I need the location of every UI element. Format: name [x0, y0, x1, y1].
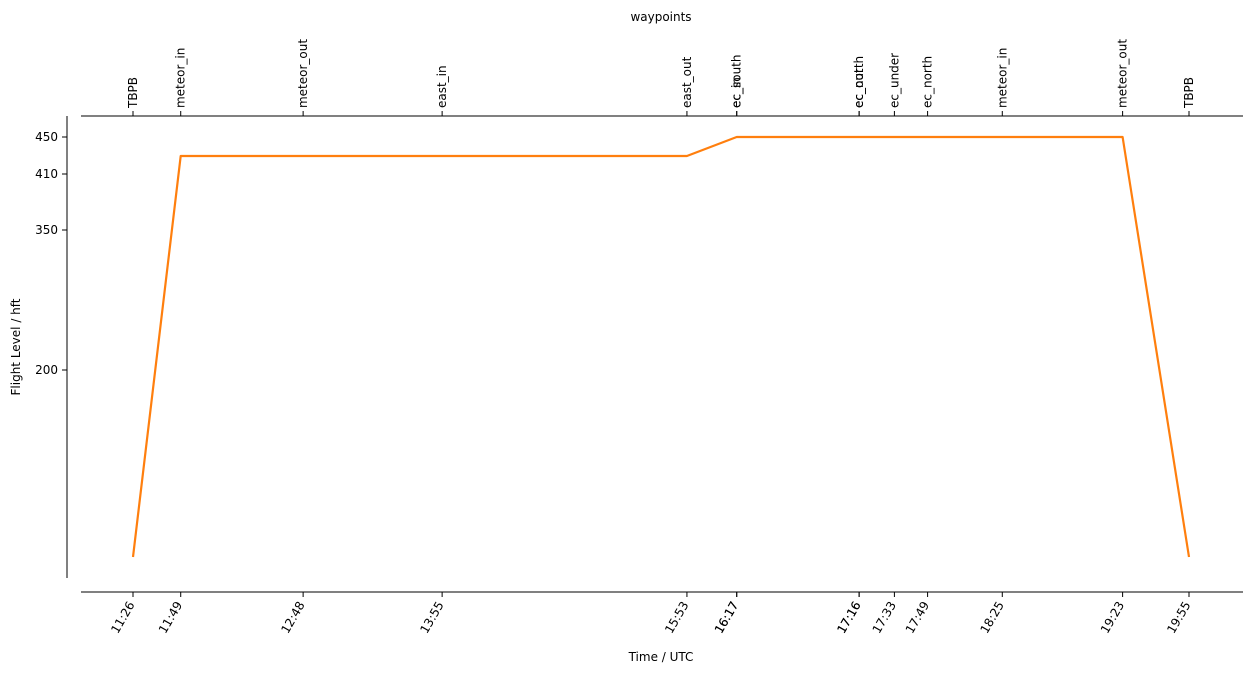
- waypoint-label: meteor_in: [995, 48, 1009, 108]
- x-tick-label: 17:49: [903, 599, 932, 636]
- waypoint-label: ec_out: [852, 68, 866, 108]
- waypoint-label: meteor_out: [296, 39, 310, 108]
- waypoint-label: meteor_in: [174, 48, 188, 108]
- waypoint-label: ec_north: [921, 56, 935, 108]
- waypoint-label: ec_under: [887, 53, 901, 108]
- waypoint-label: east_in: [435, 65, 449, 108]
- y-axis-title: Flight Level / hft: [9, 298, 23, 395]
- y-tick-label: 450: [35, 130, 58, 144]
- y-ticks: 200 350 410 450: [35, 130, 67, 377]
- y-tick-label: 410: [35, 167, 58, 181]
- y-tick-label: 200: [35, 363, 58, 377]
- y-tick-label: 350: [35, 223, 58, 237]
- waypoint-label: ec_south: [730, 55, 744, 109]
- x-tick-label: 15:53: [662, 599, 691, 636]
- x-tick-label: 16:17: [712, 599, 741, 636]
- series-layer: [131, 135, 1191, 558]
- x-tick-label: 18:25: [977, 599, 1006, 636]
- chart-title: waypoints: [630, 10, 691, 24]
- x-tick-label: 19:55: [1164, 599, 1193, 636]
- x-tick-label: 19:23: [1098, 599, 1127, 636]
- waypoint-label: ec_in: [730, 77, 744, 108]
- x-tick-label: 17:33: [870, 599, 899, 636]
- waypoint-label: TBPB: [1182, 77, 1196, 109]
- flight-level-line: [131, 135, 1191, 558]
- waypoint-label: ec_north: [852, 56, 866, 108]
- waypoint-ticks: TBPB meteor_in meteor_out east_in east_out ec…: [126, 39, 1196, 116]
- x-tick-label: 12:48: [278, 599, 307, 636]
- waypoint-label: east_out: [680, 56, 694, 108]
- waypoint-label: TBPB: [126, 77, 140, 109]
- x-tick-label: 13:55: [417, 599, 446, 636]
- x-tick-label: 11:26: [108, 599, 137, 636]
- x-tick-label: 11:49: [156, 599, 185, 636]
- waypoint-label: meteor_out: [1116, 39, 1130, 108]
- x-tick-label: 17:16: [834, 599, 863, 636]
- x-axis-title: Time / UTC: [628, 650, 694, 664]
